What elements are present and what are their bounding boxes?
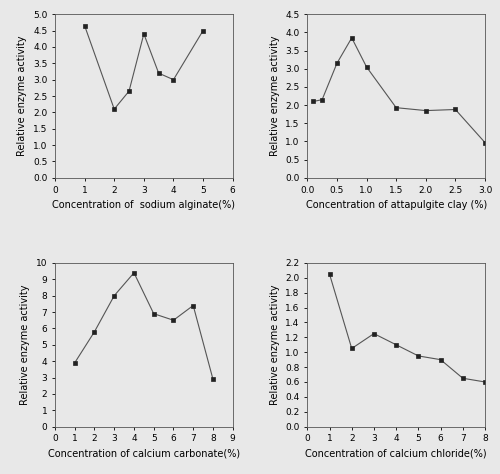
X-axis label: Concentration of attapulgite clay (%): Concentration of attapulgite clay (%): [306, 200, 487, 210]
Y-axis label: Relative enzyme activity: Relative enzyme activity: [270, 284, 280, 405]
Y-axis label: Relative enzyme activity: Relative enzyme activity: [18, 36, 28, 156]
Y-axis label: Relative enzyme activity: Relative enzyme activity: [270, 36, 280, 156]
Y-axis label: Relative enzyme activity: Relative enzyme activity: [20, 284, 30, 405]
X-axis label: Concentration of  sodium alginate(%): Concentration of sodium alginate(%): [52, 200, 236, 210]
X-axis label: Concentration of calcium carbonate(%): Concentration of calcium carbonate(%): [48, 449, 240, 459]
X-axis label: Concentration of calcium chloride(%): Concentration of calcium chloride(%): [306, 449, 487, 459]
